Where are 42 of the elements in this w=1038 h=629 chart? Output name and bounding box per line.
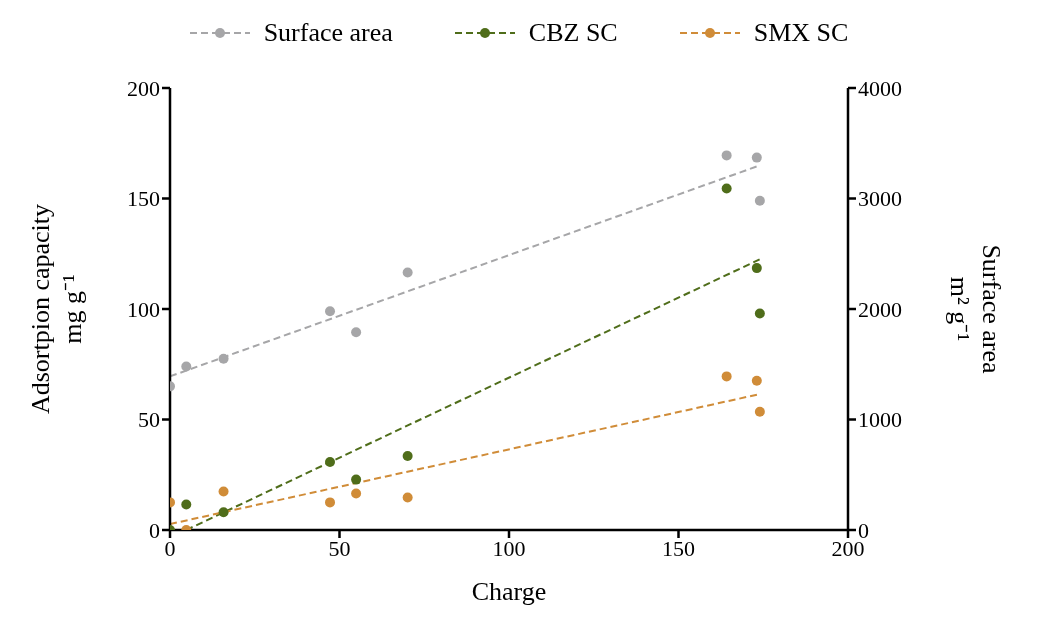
point: [325, 456, 336, 467]
point: [754, 308, 765, 319]
point: [325, 306, 336, 317]
point: [402, 492, 413, 503]
point: [402, 267, 413, 278]
x-axis-title: Charge: [471, 577, 547, 606]
point: [751, 152, 762, 163]
point: [751, 263, 762, 274]
point: [402, 450, 413, 461]
legend-label: CBZ SC: [528, 18, 618, 48]
point: [351, 474, 362, 485]
point: [721, 183, 732, 194]
point: [218, 507, 229, 518]
y2-axis-title: Surface area m² g⁻¹: [945, 244, 1006, 375]
point: [351, 327, 362, 338]
point: [754, 195, 765, 206]
point: [721, 150, 732, 161]
x-tick-label: 150: [662, 535, 695, 561]
y-tick-label: 150: [127, 186, 160, 212]
point: [751, 375, 762, 386]
y-axis-title: Adsortpion capacity mg g⁻¹: [26, 203, 87, 415]
y2-tick-label: 4000: [858, 75, 902, 101]
legend-label: Surface area: [263, 18, 393, 48]
y-tick-label: 50: [138, 407, 160, 433]
point: [325, 497, 336, 508]
x-tick-label: 100: [492, 535, 526, 561]
y2-tick-label: 1000: [858, 407, 902, 433]
point: [754, 406, 765, 417]
point: [181, 499, 192, 510]
point: [218, 353, 229, 364]
y2-tick-label: 3000: [858, 186, 902, 212]
x-tick-label: 50: [328, 535, 351, 561]
y-tick-label: 0: [149, 517, 160, 543]
point: [218, 486, 229, 497]
legend-label: SMX SC: [753, 18, 849, 48]
point: [721, 371, 732, 382]
y2-tick-label: 2000: [858, 296, 902, 322]
y-tick-label: 200: [127, 75, 160, 101]
x-tick-label: 0: [164, 535, 176, 561]
point: [351, 488, 362, 499]
y-tick-label: 100: [127, 296, 160, 322]
point: [181, 361, 192, 372]
